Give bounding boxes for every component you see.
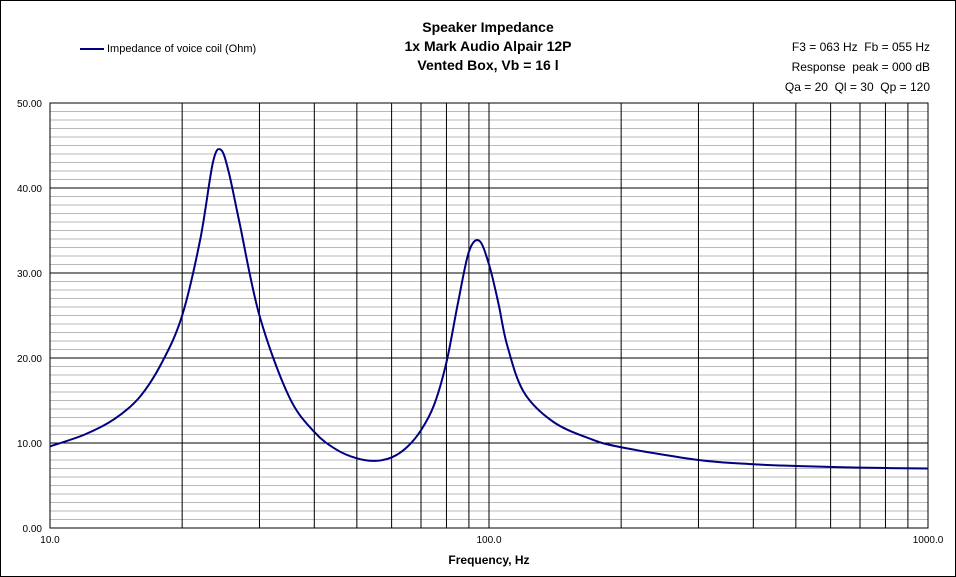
legend-swatch xyxy=(80,48,104,50)
y-tick-label: 40.00 xyxy=(17,184,42,195)
info-line-3: Qa = 20 Ql = 30 Qp = 120 xyxy=(784,80,930,94)
info-line-2: Response peak = 000 dB xyxy=(791,60,930,74)
chart-title-line-2: 1x Mark Audio Alpair 12P xyxy=(404,38,572,54)
plot-border xyxy=(49,102,929,529)
y-tick-label: 30.00 xyxy=(17,269,42,280)
x-tick-label: 10.0 xyxy=(40,535,60,546)
x-tick-label: 1000.0 xyxy=(913,535,944,546)
info-line-1: F3 = 063 Hz Fb = 055 Hz xyxy=(791,40,930,54)
chart-title-line-1: Speaker Impedance xyxy=(422,19,554,35)
y-tick-label: 50.00 xyxy=(17,99,42,110)
series-line-impedance xyxy=(49,148,929,470)
x-axis-label: Frequency, Hz xyxy=(448,553,529,567)
chart-title-line-3: Vented Box, Vb = 16 l xyxy=(417,57,559,73)
x-tick-label: 100.0 xyxy=(476,535,501,546)
legend-label: Impedance of voice coil (Ohm) xyxy=(107,43,257,55)
chart-legend: Impedance of voice coil (Ohm) xyxy=(80,43,256,55)
y-tick-label: 20.00 xyxy=(17,354,42,365)
y-tick-label: 10.00 xyxy=(17,439,42,450)
y-tick-label: 0.00 xyxy=(23,524,43,535)
